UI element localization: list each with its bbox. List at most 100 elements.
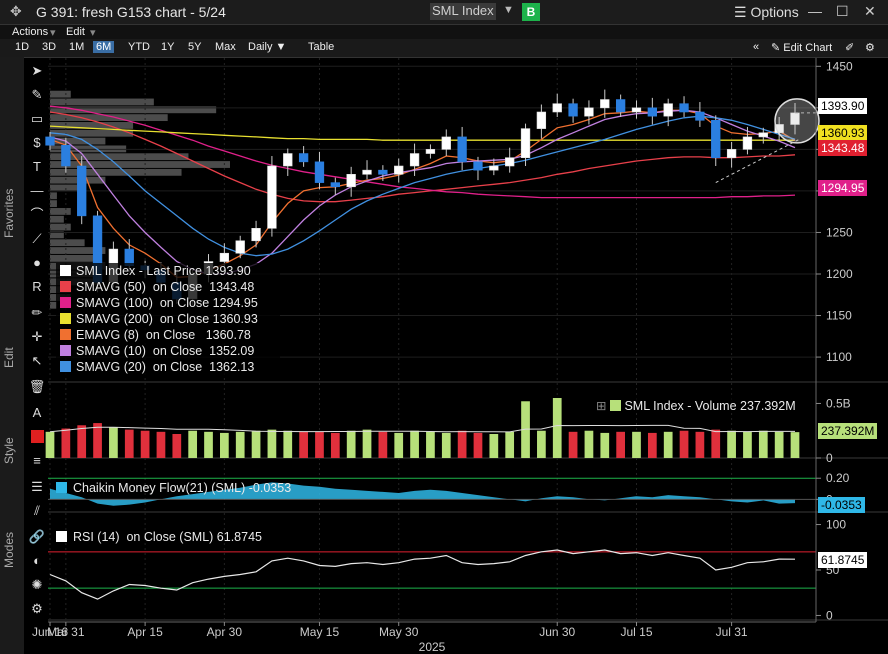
- volume-bar: [330, 432, 340, 458]
- collapse-icon[interactable]: «: [753, 41, 760, 53]
- palette-icon[interactable]: ✺: [31, 577, 43, 592]
- sma50-tag: 1343.48: [818, 140, 868, 156]
- draw-line-tool-icon[interactable]: ✎: [31, 87, 43, 102]
- candle-body: [267, 165, 277, 229]
- volume-legend[interactable]: ⊞ SML Index - Volume 237.392M: [594, 398, 798, 413]
- rsi-legend[interactable]: RSI (14) on Close (SML) 61.8745: [56, 530, 262, 544]
- arc-tool-icon[interactable]: ⌒: [30, 207, 44, 222]
- move-icon[interactable]: ✥: [10, 3, 22, 19]
- trash-icon[interactable]: 🗑: [28, 379, 46, 394]
- volume-bar: [426, 431, 435, 458]
- legend-swatch: [60, 361, 71, 372]
- maximize-icon[interactable]: ☐: [836, 3, 849, 19]
- volume-bar: [743, 431, 752, 458]
- legend-row[interactable]: SMAVG (100) on Close 1294.95: [56, 295, 280, 311]
- circle-tool-icon[interactable]: ●: [33, 255, 41, 270]
- x-tick-label: May 15: [300, 625, 340, 639]
- settings-icon[interactable]: ⚙: [865, 42, 875, 54]
- legend-row[interactable]: EMAVG (8) on Close 1360.78: [56, 327, 280, 343]
- volume-bar: [93, 423, 102, 458]
- legend-row[interactable]: SMAVG (10) on Close 1352.09: [56, 343, 280, 359]
- diagonal-icon[interactable]: ⫽: [34, 503, 40, 518]
- edit-pen-icon[interactable]: ✐: [845, 42, 855, 54]
- legend-row[interactable]: SMAVG (20) on Close 1362.13: [56, 359, 280, 375]
- legend-label: EMAVG (8) on Close: [76, 328, 196, 342]
- volume-tick-label: 0.5B: [826, 396, 851, 410]
- actions-menu[interactable]: Actions: [12, 26, 49, 38]
- range-5y[interactable]: 5Y: [188, 41, 202, 53]
- candle-body: [758, 132, 768, 138]
- font-style-icon[interactable]: A: [32, 405, 42, 420]
- minimize-icon[interactable]: —: [808, 3, 822, 19]
- volume-bar: [251, 430, 261, 458]
- move-cross-icon[interactable]: ✛: [31, 329, 43, 344]
- candle-body: [711, 120, 721, 158]
- range-1m[interactable]: 1M: [69, 41, 85, 53]
- volume-bar: [410, 430, 419, 458]
- x-tick-label: Apr 15: [127, 625, 163, 639]
- volume-bar: [204, 431, 213, 458]
- volume-bar: [45, 431, 55, 458]
- volume-bar: [394, 432, 404, 458]
- pencil-icon[interactable]: ✏: [31, 305, 43, 320]
- rectangle-tool-icon[interactable]: ▭: [30, 111, 44, 126]
- volume-bar: [695, 431, 705, 458]
- text-tool-icon[interactable]: T: [33, 159, 41, 174]
- volume-tick-label: 0: [826, 451, 833, 465]
- candle-body: [742, 136, 753, 150]
- r-tool-icon[interactable]: R: [32, 279, 42, 294]
- edit-menu[interactable]: Edit: [66, 26, 85, 38]
- legend-value: 1360.78: [205, 328, 251, 342]
- range-ytd[interactable]: YTD: [128, 41, 150, 53]
- legend-row[interactable]: SML Index - Last Price 1393.90: [56, 263, 280, 279]
- select-arrow-icon[interactable]: ↖: [31, 353, 43, 368]
- price-tool-icon[interactable]: $: [33, 135, 41, 150]
- frequency-select[interactable]: Daily ▼: [248, 41, 287, 53]
- volume-bar: [600, 432, 610, 458]
- cmf-legend[interactable]: Chaikin Money Flow(21) (SML) -0.0353: [56, 481, 291, 495]
- moving-average-lines: [49, 105, 796, 278]
- security-dropdown-icon[interactable]: ▼: [503, 4, 514, 16]
- range-max[interactable]: Max: [215, 41, 236, 53]
- candle-body: [330, 182, 340, 188]
- line-style-icon[interactable]: ☰: [31, 479, 43, 494]
- options-menu[interactable]: ☰ Options: [734, 4, 799, 20]
- volume-bar: [679, 430, 689, 458]
- security-field[interactable]: SML Index: [430, 3, 496, 20]
- magnet-icon[interactable]: ◐: [33, 553, 41, 568]
- link-icon[interactable]: 🔗: [28, 529, 46, 544]
- cursor-tool-icon[interactable]: ➤: [31, 63, 43, 78]
- trend-line-tool-icon[interactable]: ⟋: [32, 231, 42, 246]
- rsi-tick-label: 0: [826, 608, 833, 622]
- volume-profile-bar: [50, 168, 182, 176]
- table-button[interactable]: Table: [308, 41, 335, 53]
- color-swatch-icon[interactable]: [25, 426, 49, 448]
- candle-body: [679, 103, 689, 113]
- legend-row[interactable]: SMAVG (200) on Close 1360.93: [56, 311, 280, 327]
- close-icon[interactable]: ✕: [864, 3, 876, 19]
- volume-profile-bar: [50, 215, 64, 223]
- candle-body: [457, 136, 467, 163]
- range-6m[interactable]: 6M: [93, 41, 115, 53]
- range-1d[interactable]: 1D: [15, 41, 30, 53]
- line-weight-icon[interactable]: ≡: [33, 453, 41, 468]
- gear-tool-icon[interactable]: ⚙: [31, 601, 43, 616]
- edit-chart-button[interactable]: ✎ Edit Chart: [771, 42, 833, 54]
- badge-b[interactable]: B: [522, 3, 540, 21]
- horizontal-line-tool-icon[interactable]: —: [30, 183, 44, 198]
- candle-body: [219, 252, 230, 262]
- volume-bar: [457, 430, 467, 458]
- candle-body: [726, 149, 737, 158]
- candle-body: [473, 161, 483, 171]
- candle-body: [77, 165, 87, 217]
- legend-swatch: [60, 265, 71, 276]
- volume-bar: [77, 425, 87, 458]
- ma-line-smavg-100-: [49, 105, 796, 199]
- legend-row[interactable]: SMAVG (50) on Close 1343.48: [56, 279, 280, 295]
- sma200-tag: 1360.93: [818, 125, 868, 141]
- range-3d[interactable]: 3D: [42, 41, 57, 53]
- range-1y[interactable]: 1Y: [161, 41, 175, 53]
- candle-body: [283, 153, 293, 167]
- volume-swatch: [609, 400, 621, 411]
- left-sidebar: [0, 57, 24, 654]
